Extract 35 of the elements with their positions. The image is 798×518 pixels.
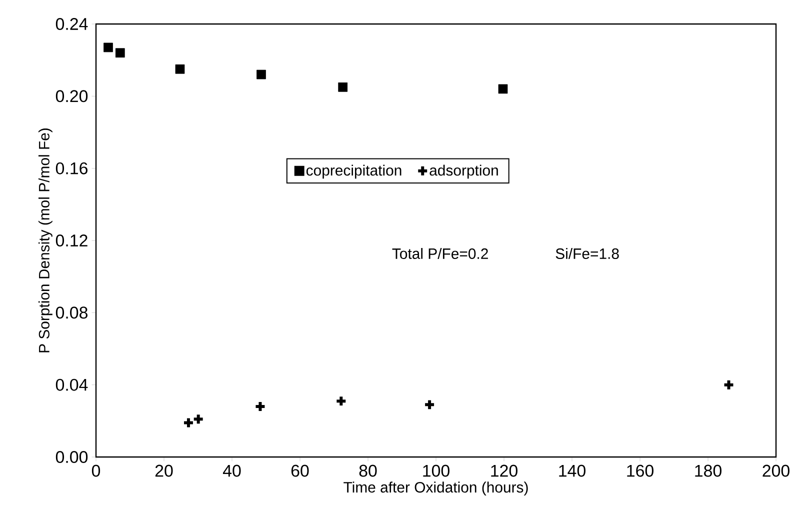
annotation: Si/Fe=1.8 <box>556 248 619 259</box>
point <box>254 400 266 412</box>
x-tick-label: 40 <box>222 464 241 477</box>
x-tick-label: 120 <box>491 464 518 477</box>
y-tick-label: 0.04 <box>56 378 88 391</box>
annotation: Total P/Fe=0.2 <box>392 248 488 259</box>
point <box>175 64 185 74</box>
x-tick-label: 100 <box>423 464 450 477</box>
y-tick-label: 0.08 <box>56 306 88 319</box>
x-tick-label: 0 <box>92 464 100 477</box>
legend-label: coprecipitation <box>306 164 402 179</box>
y-tick-label: 0.24 <box>56 18 88 30</box>
point <box>498 84 508 94</box>
x-tick-label: 60 <box>291 464 309 477</box>
x-tick-label: 140 <box>559 464 586 477</box>
point <box>338 82 348 92</box>
y-tick-label: 0.16 <box>56 162 88 174</box>
point <box>722 378 735 391</box>
x-axis-title: Time after Oxidation (hours) <box>344 482 528 496</box>
point <box>424 398 436 411</box>
point <box>104 42 113 52</box>
x-tick-label: 160 <box>627 464 654 477</box>
y-tick-label: 0.20 <box>56 90 88 102</box>
point <box>182 416 194 429</box>
y-tick-label: 0.12 <box>56 234 88 246</box>
x-tick-label: 180 <box>695 464 722 477</box>
x-tick-label: 80 <box>359 464 377 477</box>
point <box>256 70 266 80</box>
x-tick-label: 20 <box>155 464 173 477</box>
y-axis-title: P Sorption Density (mol P/mol Fe) <box>38 128 52 352</box>
legend-label: adsorption <box>430 164 498 179</box>
point <box>115 48 125 58</box>
y-tick-label: 0.00 <box>56 451 88 464</box>
x-tick-label: 200 <box>762 464 790 477</box>
point <box>192 413 204 426</box>
